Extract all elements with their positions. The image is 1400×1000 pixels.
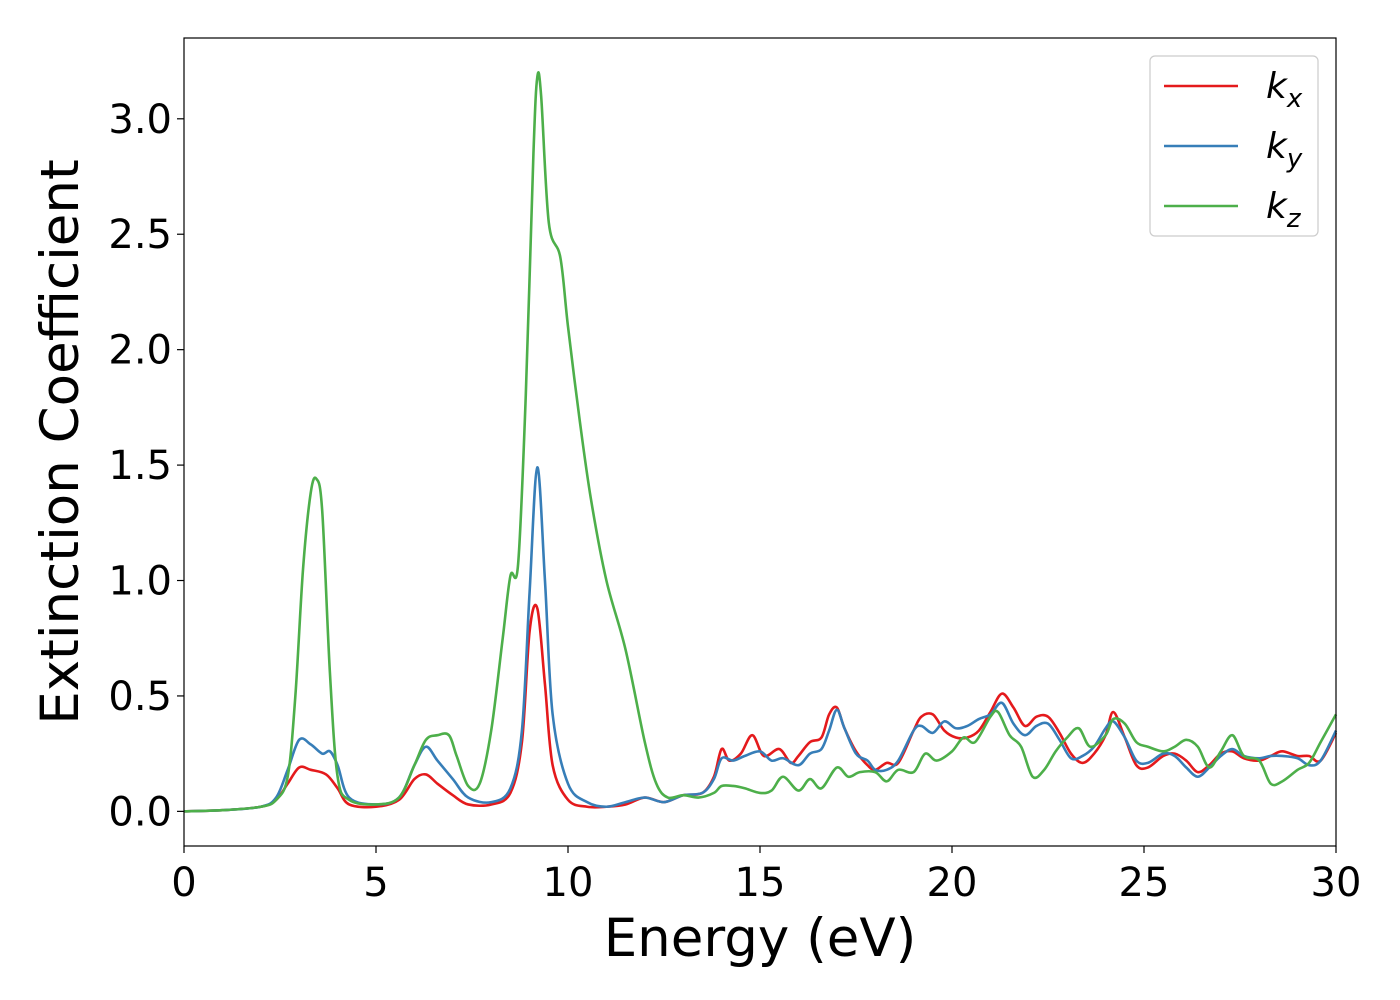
x-tick-label: 0 — [171, 860, 196, 906]
x-tick-label: 25 — [1119, 860, 1170, 906]
y-tick-label: 0.0 — [108, 789, 172, 835]
x-tick-label: 30 — [1311, 860, 1362, 906]
y-axis-label: Extinction Coefficient — [30, 159, 91, 725]
plot-area — [184, 38, 1336, 846]
y-tick-label: 2.5 — [108, 212, 172, 258]
series-line-kz — [183, 71, 1338, 813]
y-tick-label: 0.5 — [108, 674, 172, 720]
series-lines — [183, 71, 1338, 813]
y-tick-label: 1.0 — [108, 559, 172, 605]
x-tick-label: 5 — [363, 860, 388, 906]
y-axis-ticks: 0.0 0.5 1.0 1.5 2.0 2.5 3.0 — [108, 97, 184, 835]
x-tick-label: 10 — [543, 860, 594, 906]
plot-frame — [183, 37, 1337, 847]
y-tick-label: 1.5 — [108, 443, 172, 489]
x-tick-label: 15 — [735, 860, 786, 906]
x-tick-label: 20 — [927, 860, 978, 906]
series-line-ky — [183, 466, 1338, 813]
x-axis-label: Energy (eV) — [604, 908, 917, 969]
series-line-kx — [183, 603, 1338, 813]
y-tick-label: 2.0 — [108, 328, 172, 374]
y-tick-label: 3.0 — [108, 97, 172, 143]
x-axis-ticks: 0 5 10 15 20 25 30 — [171, 846, 1361, 906]
